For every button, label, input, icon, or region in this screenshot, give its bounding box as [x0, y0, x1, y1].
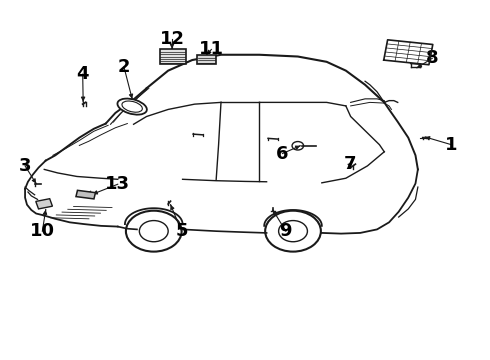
Bar [197, 55, 216, 64]
Text: 3: 3 [19, 157, 31, 175]
Text: 12: 12 [160, 30, 185, 48]
Ellipse shape [122, 101, 143, 112]
Text: 7: 7 [343, 155, 356, 173]
Text: 4: 4 [76, 65, 89, 83]
Text: 11: 11 [199, 40, 224, 58]
Ellipse shape [118, 99, 147, 114]
Text: 10: 10 [30, 222, 55, 240]
Text: 1: 1 [445, 136, 458, 154]
Bar [76, 190, 96, 199]
Text: 2: 2 [118, 58, 130, 76]
Bar [36, 199, 52, 209]
Text: 13: 13 [105, 175, 130, 193]
Text: 5: 5 [175, 222, 188, 240]
Text: 6: 6 [276, 145, 289, 163]
Text: 8: 8 [426, 49, 439, 67]
Text: 9: 9 [280, 222, 292, 240]
Bar [160, 49, 186, 64]
